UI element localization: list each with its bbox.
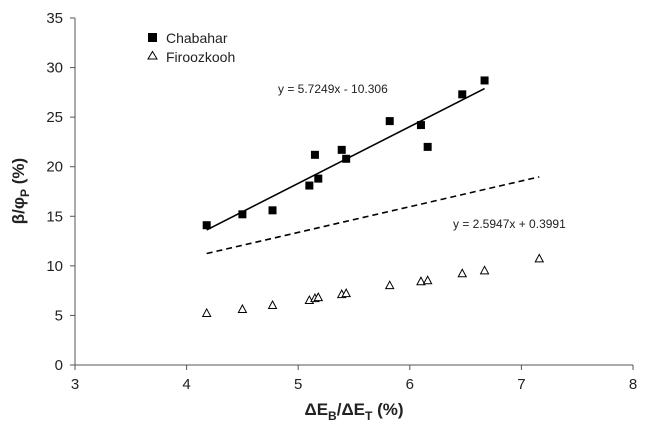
- point-chabahar: [310, 150, 319, 159]
- point-chabahar: [458, 90, 467, 99]
- data-points: [201, 76, 545, 317]
- point-firoozkooh: [341, 288, 352, 298]
- point-chabahar: [337, 145, 346, 154]
- y-tick-label: 25: [46, 109, 63, 126]
- trendline-equations: y = 5.7249x - 10.306 y = 2.5947x + 0.3991: [278, 82, 566, 231]
- legend-marker-firoozkooh: [147, 50, 158, 60]
- point-chabahar: [416, 121, 425, 130]
- point-firoozkooh: [237, 303, 248, 313]
- x-tick-label: 5: [294, 376, 302, 393]
- y-tick-label: 35: [46, 10, 63, 27]
- y-tick-label: 5: [55, 307, 63, 324]
- point-chabahar: [238, 210, 247, 219]
- axis-ticks: 3 4 5 6 7 8 0 5 10 15 20 25 30 35: [46, 10, 637, 393]
- point-chabahar: [202, 221, 211, 230]
- x-tick-label: 6: [406, 376, 414, 393]
- y-tick-label: 15: [46, 208, 63, 225]
- legend-marker-chabahar: [148, 33, 157, 42]
- x-tick-label: 4: [182, 376, 190, 393]
- point-firoozkooh: [479, 265, 490, 275]
- equation-chabahar: y = 5.7249x - 10.306: [278, 82, 388, 96]
- point-chabahar: [314, 174, 323, 183]
- legend-label-firoozkooh: Firoozkooh: [166, 49, 235, 65]
- x-axis-title: ΔEB/ΔET (%): [304, 400, 403, 423]
- point-firoozkooh: [267, 299, 278, 310]
- y-tick-label: 0: [55, 357, 63, 374]
- point-chabahar: [305, 181, 314, 190]
- y-tick-label: 10: [46, 258, 63, 275]
- point-firoozkooh: [416, 276, 426, 286]
- y-axis-title: β/φP (%): [9, 158, 32, 224]
- point-chabahar: [342, 154, 351, 163]
- point-firoozkooh: [422, 275, 433, 285]
- point-chabahar: [268, 206, 277, 215]
- point-firoozkooh: [384, 280, 395, 290]
- point-firoozkooh: [201, 307, 212, 317]
- y-tick-label: 20: [46, 159, 63, 176]
- x-tick-label: 8: [629, 376, 637, 393]
- trendline-firoozkooh: [206, 176, 540, 255]
- point-firoozkooh: [313, 292, 324, 302]
- equation-firoozkooh: y = 2.5947x + 0.3991: [453, 217, 566, 231]
- y-tick-label: 30: [46, 60, 63, 77]
- legend: Chabahar Firoozkooh: [147, 30, 235, 65]
- x-tick-label: 7: [517, 376, 525, 393]
- point-firoozkooh: [457, 268, 468, 278]
- legend-label-chabahar: Chabahar: [166, 30, 228, 46]
- point-firoozkooh: [534, 253, 545, 263]
- point-chabahar: [385, 117, 394, 126]
- point-chabahar: [480, 76, 489, 85]
- x-tick-label: 3: [71, 376, 79, 393]
- point-chabahar: [423, 142, 432, 151]
